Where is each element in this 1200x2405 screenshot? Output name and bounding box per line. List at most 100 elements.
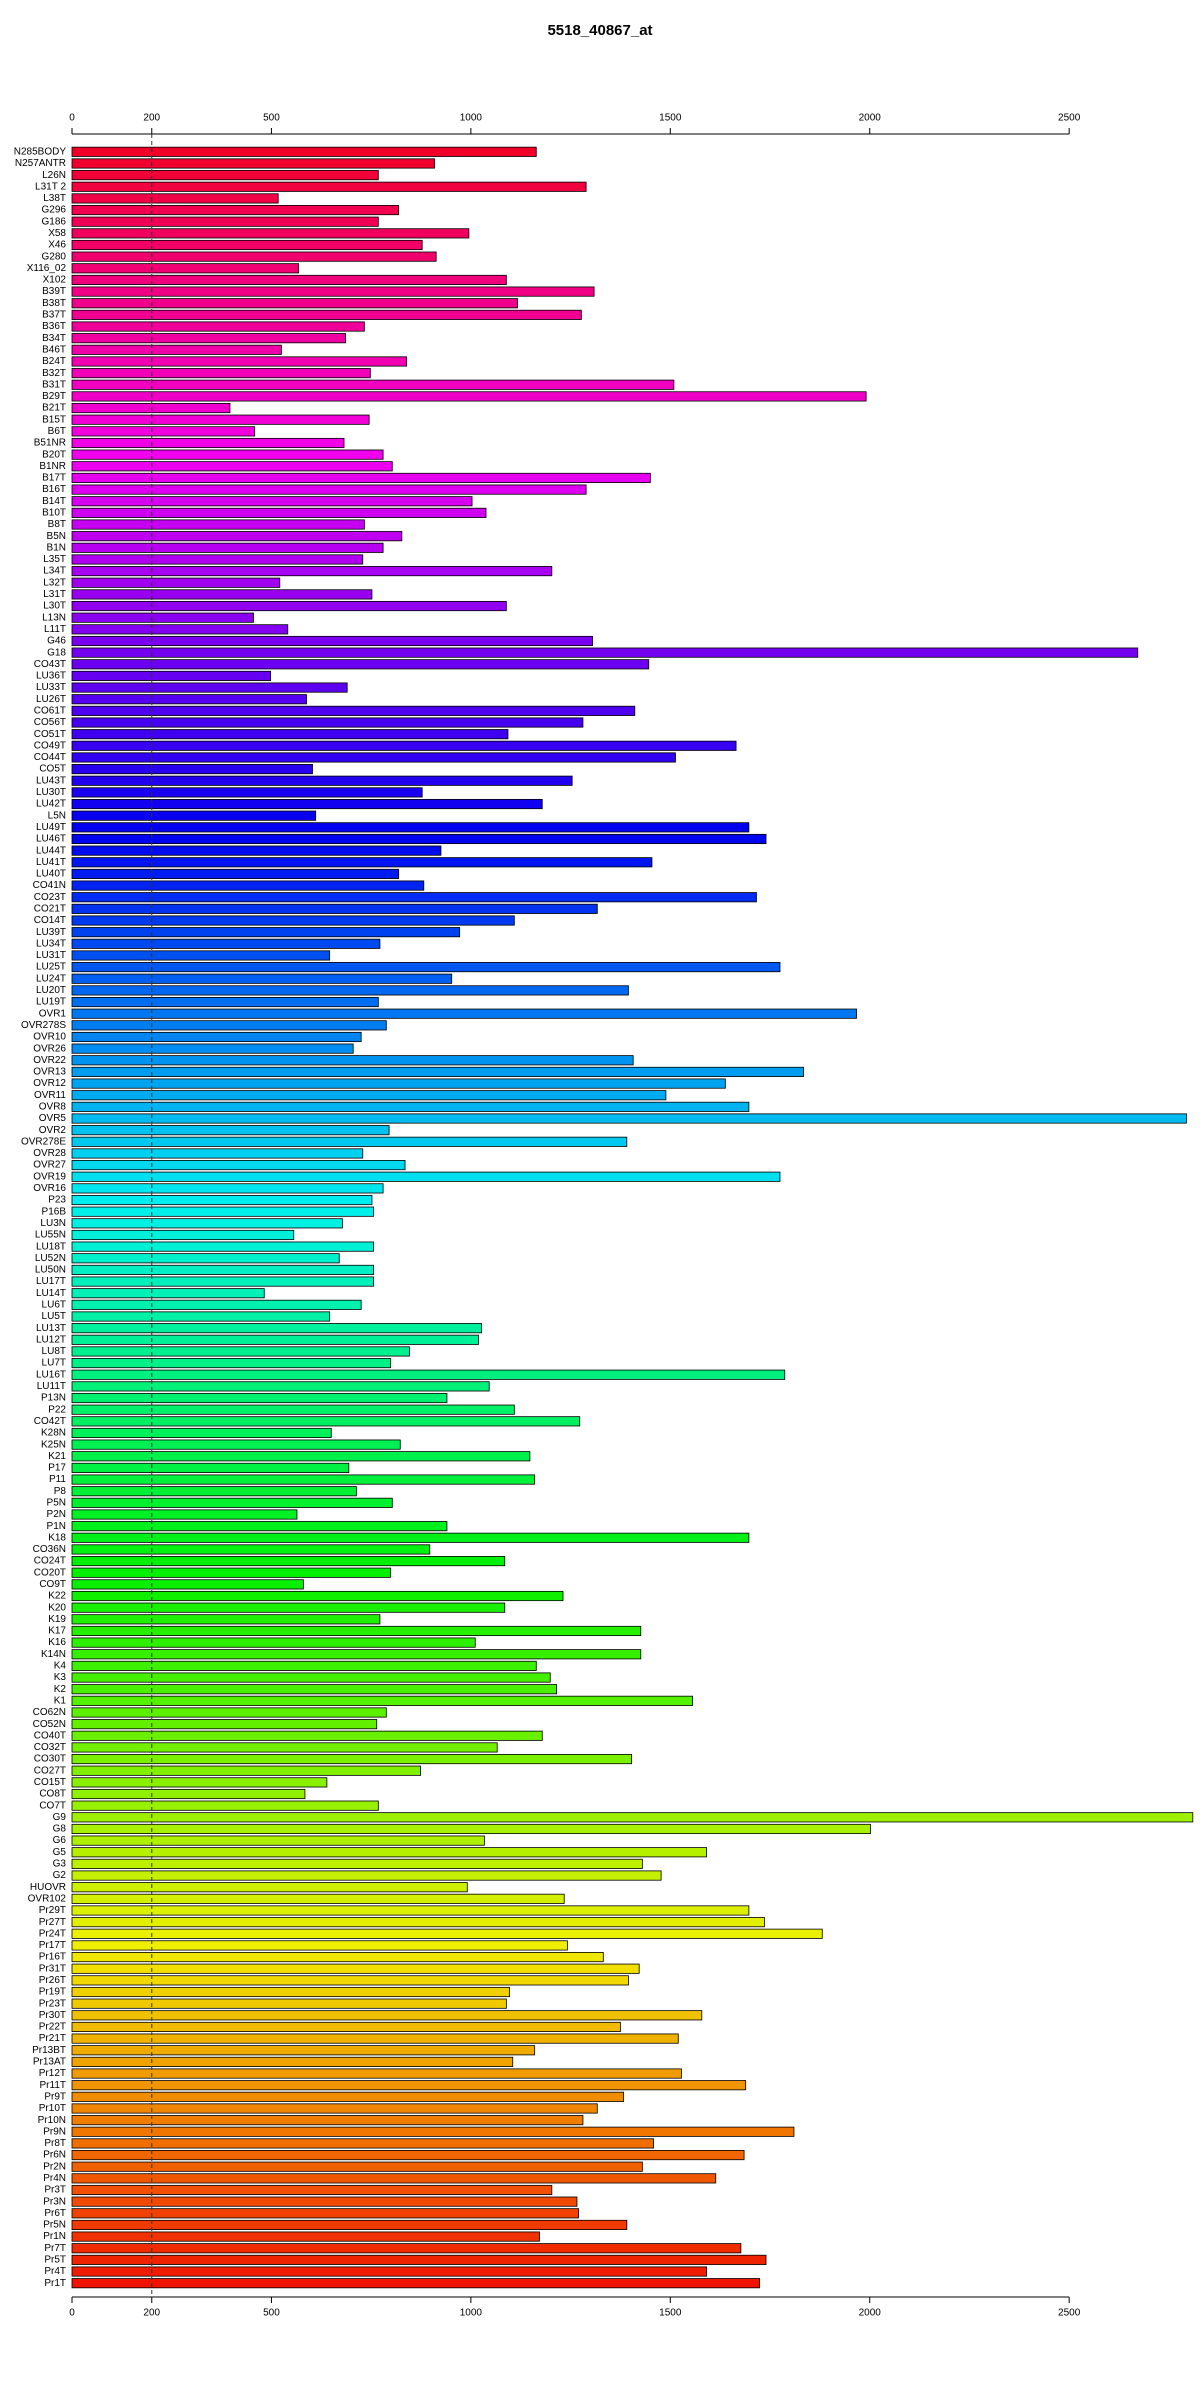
bar bbox=[71, 589, 373, 600]
bar bbox=[71, 1194, 373, 1206]
bar bbox=[71, 2278, 761, 2289]
y-tick-label: LU34T bbox=[36, 938, 66, 949]
y-tick-label: LU16T bbox=[36, 1369, 66, 1380]
y-tick-label: Pr7T bbox=[44, 2243, 66, 2254]
bar bbox=[71, 787, 423, 798]
y-tick-label: LU36T bbox=[36, 671, 66, 682]
bar bbox=[71, 973, 453, 984]
bar bbox=[71, 2068, 682, 2079]
bar bbox=[71, 1358, 392, 1369]
bar bbox=[71, 309, 582, 320]
y-tick-label: P8 bbox=[54, 1486, 67, 1497]
bar bbox=[71, 1229, 295, 1241]
y-tick-label: K17 bbox=[48, 1626, 66, 1637]
bar bbox=[71, 1730, 543, 1741]
bar bbox=[71, 670, 272, 681]
y-tick-label: LU19T bbox=[36, 997, 66, 1008]
bar bbox=[71, 1486, 357, 1497]
bar bbox=[71, 985, 629, 996]
y-tick-label: K3 bbox=[54, 1672, 67, 1683]
y-tick-label: CO9T bbox=[39, 1579, 66, 1590]
y-tick-label: Pr26T bbox=[39, 1975, 66, 1986]
y-tick-label: K4 bbox=[54, 1661, 67, 1672]
y-tick-label: K21 bbox=[48, 1451, 66, 1462]
y-tick-label: LU24T bbox=[36, 973, 66, 984]
y-tick-label: L5N bbox=[48, 810, 66, 821]
bar bbox=[71, 2184, 553, 2196]
bar bbox=[71, 1241, 374, 1252]
y-tick-label: B15T bbox=[42, 414, 66, 425]
y-tick-label: Pr6N bbox=[43, 2150, 66, 2161]
bar bbox=[71, 251, 437, 262]
bar bbox=[71, 158, 435, 169]
y-tick-label: B34T bbox=[42, 333, 66, 344]
y-tick-label: N257ANTR bbox=[15, 158, 66, 169]
y-tick-label: CO56T bbox=[34, 717, 66, 728]
y-tick-label: CO49T bbox=[34, 740, 66, 751]
y-tick-label: L31T 2 bbox=[35, 181, 66, 192]
bar bbox=[71, 822, 750, 833]
bar bbox=[71, 600, 507, 612]
bar bbox=[71, 1031, 362, 1043]
bar bbox=[71, 927, 461, 938]
bar bbox=[71, 2080, 747, 2091]
bar bbox=[71, 635, 593, 647]
bar bbox=[71, 1695, 694, 1706]
y-tick-label: Pr6T bbox=[44, 2208, 66, 2219]
bar bbox=[71, 356, 408, 367]
y-tick-label: K28N bbox=[41, 1428, 66, 1439]
bar bbox=[71, 1975, 629, 1986]
x-tick-label: 1500 bbox=[659, 2308, 682, 2319]
bar bbox=[71, 682, 348, 693]
y-tick-label: CO24T bbox=[34, 1556, 66, 1567]
x-tick-label: 200 bbox=[143, 113, 160, 124]
bar bbox=[71, 461, 393, 472]
bar bbox=[71, 216, 379, 227]
bar bbox=[71, 554, 364, 565]
bar bbox=[71, 1276, 374, 1287]
bar bbox=[71, 810, 317, 821]
y-tick-label: LU5T bbox=[42, 1311, 66, 1322]
y-tick-label: OVR27 bbox=[33, 1160, 66, 1171]
y-tick-label: G8 bbox=[53, 1824, 67, 1835]
bar bbox=[71, 426, 256, 437]
x-tick-label: 500 bbox=[263, 113, 280, 124]
bar bbox=[71, 414, 370, 425]
x-tick-label: 2500 bbox=[1058, 113, 1081, 124]
bar bbox=[71, 391, 867, 402]
bar bbox=[71, 1928, 823, 1939]
y-tick-label: G280 bbox=[42, 251, 67, 262]
y-tick-label: LU18T bbox=[36, 1241, 66, 1252]
bar bbox=[71, 1218, 343, 1229]
y-tick-label: Pr31T bbox=[39, 1963, 66, 1974]
bar bbox=[71, 624, 289, 635]
y-tick-label: B36T bbox=[42, 321, 66, 332]
y-tick-label: L30T bbox=[43, 601, 66, 612]
chart-title: 5518_40867_at bbox=[547, 22, 652, 39]
bar bbox=[71, 659, 650, 670]
y-tick-label: K22 bbox=[48, 1591, 66, 1602]
y-tick-label: L13N bbox=[42, 612, 66, 623]
bar bbox=[71, 507, 487, 518]
y-tick-label: Pr17T bbox=[39, 1940, 66, 1951]
bar bbox=[71, 1090, 667, 1101]
y-tick-label: LU11T bbox=[37, 1381, 66, 1392]
y-tick-label: LU17T bbox=[36, 1276, 66, 1287]
y-tick-label: CO30T bbox=[34, 1754, 66, 1765]
bar bbox=[71, 1008, 857, 1019]
bar bbox=[71, 2103, 598, 2114]
y-tick-label: Pr4T bbox=[44, 2266, 66, 2277]
x-tick-label: 2000 bbox=[859, 113, 882, 124]
y-tick-label: LU25T bbox=[36, 962, 66, 973]
bar bbox=[71, 612, 254, 623]
bar bbox=[71, 1416, 581, 1427]
y-tick-label: P5N bbox=[47, 1497, 66, 1508]
y-tick-label: CO14T bbox=[34, 915, 66, 926]
y-tick-label: G46 bbox=[47, 636, 66, 647]
y-tick-label: CO43T bbox=[34, 659, 66, 670]
y-tick-label: CO27T bbox=[34, 1765, 66, 1776]
y-tick-label: Pr30T bbox=[39, 2010, 66, 2021]
bar bbox=[71, 484, 587, 495]
bar bbox=[71, 1474, 536, 1485]
y-tick-label: CO7T bbox=[39, 1800, 66, 1811]
